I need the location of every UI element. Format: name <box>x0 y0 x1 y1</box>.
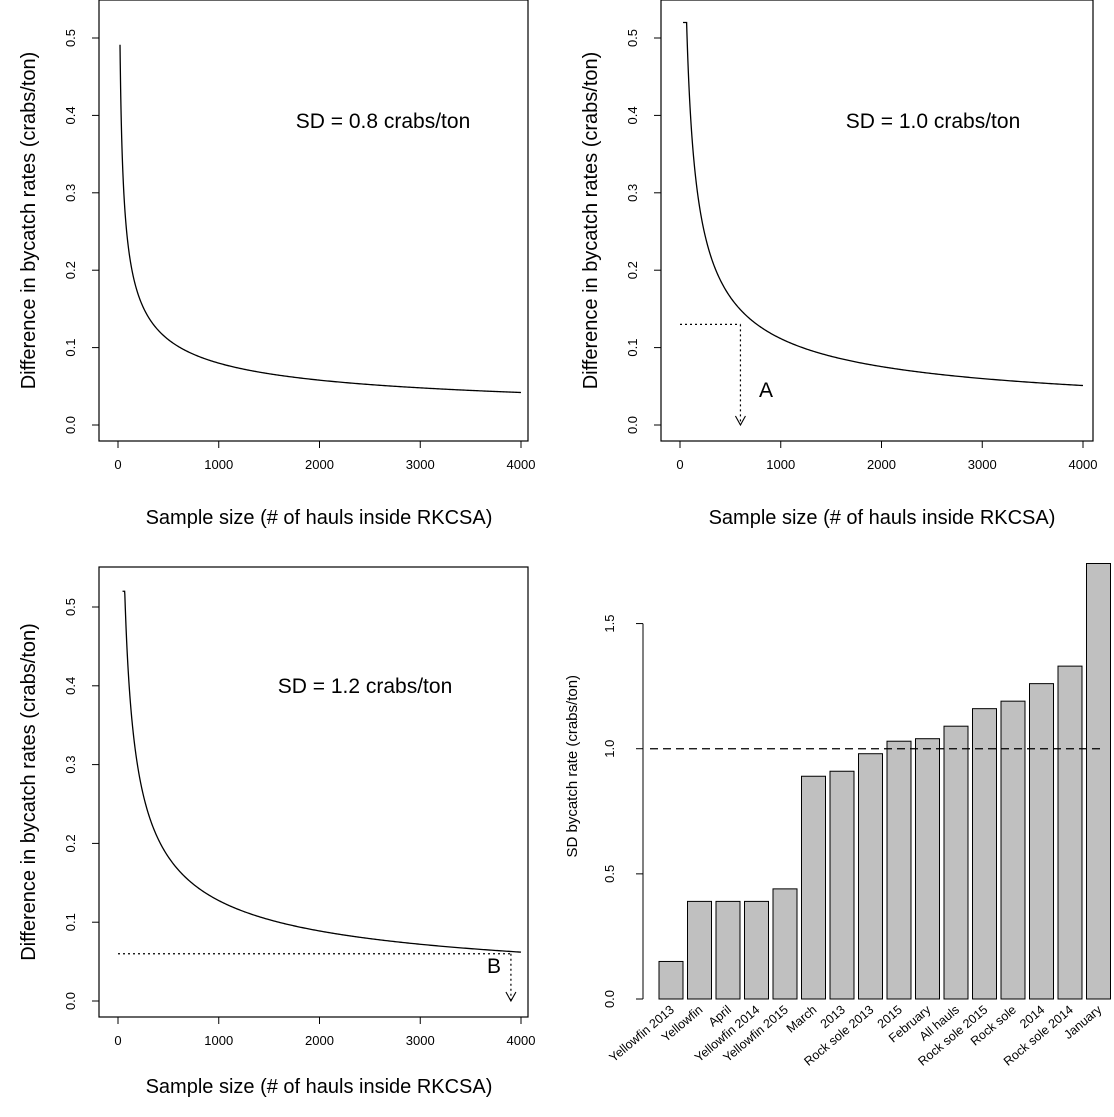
plot-frame <box>98 0 529 442</box>
bar <box>943 725 969 1000</box>
y-tick-label: 0.5 <box>602 865 617 883</box>
bar <box>886 740 912 1000</box>
arrow-head <box>734 415 746 427</box>
bar <box>1086 563 1111 1000</box>
x-tick-label: 0 <box>114 1033 121 1048</box>
y-tick-label: 0.0 <box>602 990 617 1008</box>
bar <box>772 888 798 1000</box>
bar <box>801 775 826 1000</box>
y-tick-label: 0.5 <box>625 29 640 47</box>
x-tick-label: 2000 <box>305 1033 334 1048</box>
x-tick-label: 2000 <box>305 457 334 472</box>
bar <box>1029 683 1054 1000</box>
y-tick-label: 0.1 <box>625 339 640 357</box>
y-tick-label: 0.5 <box>63 29 78 47</box>
x-tick-label: 4000 <box>507 457 536 472</box>
y-axis-title: SD bycatch rate (crabs/ton) <box>564 675 581 858</box>
bar <box>972 708 997 1000</box>
bar <box>715 900 741 1000</box>
line-chart-1: 0 1000 2000 3000 4000 0.0 0.1 0.2 0.3 0.4 0.5 Sampl… <box>18 0 535 529</box>
arrow-head <box>505 991 517 1003</box>
x-tick-label: 1000 <box>204 457 233 472</box>
y-tick-label: 0.2 <box>63 261 78 279</box>
y-axis-title: Difference in bycatch rates (crabs/ton) <box>18 623 40 961</box>
bar <box>915 738 940 1000</box>
bar <box>687 900 712 1000</box>
series-line <box>119 44 522 394</box>
bar <box>744 900 769 1000</box>
y-tick-label: 0.3 <box>63 184 78 202</box>
sd-annotation: SD = 1.0 crabs/ton <box>846 110 1021 133</box>
y-tick-label: 0.4 <box>625 106 640 124</box>
bar <box>658 960 684 1000</box>
y-axis-title: Difference in bycatch rates (crabs/ton) <box>580 52 602 390</box>
y-tick-label: 0.2 <box>63 834 78 852</box>
line-chart-2: 0 1000 2000 3000 4000 0.0 0.1 0.2 0.3 0.4 0.5 Sampl… <box>580 0 1097 529</box>
bar <box>1057 665 1083 1000</box>
y-tick-label: 0.2 <box>625 261 640 279</box>
y-tick-label: 0.0 <box>63 992 78 1010</box>
x-axis-title: Sample size (# of hauls inside RKCSA) <box>709 507 1056 529</box>
x-tick-label: 0 <box>114 457 121 472</box>
y-tick-label: 0.1 <box>63 339 78 357</box>
series-line <box>122 590 522 953</box>
bar <box>829 770 855 1000</box>
line-chart-3: 0 1000 2000 3000 4000 0.0 0.1 0.2 0.3 0.4 0.5 Sampl… <box>18 566 536 1098</box>
x-tick-label: 3000 <box>406 457 435 472</box>
y-tick-label: 0.0 <box>63 416 78 434</box>
y-tick-label: 1.0 <box>602 740 617 758</box>
category-label: March <box>784 1003 820 1036</box>
x-tick-label: 4000 <box>507 1033 536 1048</box>
sd-annotation: SD = 0.8 crabs/ton <box>296 110 471 133</box>
sd-annotation: SD = 1.2 crabs/ton <box>278 675 453 698</box>
y-tick-label: 0.0 <box>625 416 640 434</box>
y-tick-label: 0.4 <box>63 106 78 124</box>
x-tick-label: 3000 <box>406 1033 435 1048</box>
y-tick-label: 0.1 <box>63 913 78 931</box>
x-axis-title: Sample size (# of hauls inside RKCSA) <box>146 1076 493 1098</box>
x-tick-label: 3000 <box>968 457 997 472</box>
plot-frame <box>98 566 529 1018</box>
x-tick-label: 2000 <box>867 457 896 472</box>
bar <box>1000 700 1026 1000</box>
plot-frame <box>660 0 1094 442</box>
marker-label: A <box>759 379 773 402</box>
x-tick-label: 0 <box>676 457 683 472</box>
bar-chart: 0.00.51.01.5SD bycatch rate (crabs/ton)Y… <box>564 563 1111 1069</box>
y-tick-label: 0.4 <box>63 677 78 695</box>
y-tick-label: 0.3 <box>625 184 640 202</box>
marker-label: B <box>487 955 501 978</box>
x-tick-label: 1000 <box>766 457 795 472</box>
y-axis-title: Difference in bycatch rates (crabs/ton) <box>18 52 40 390</box>
series-line <box>683 21 1084 387</box>
x-axis-title: Sample size (# of hauls inside RKCSA) <box>146 507 493 529</box>
y-tick-label: 0.5 <box>63 598 78 616</box>
y-tick-label: 1.5 <box>602 615 617 633</box>
x-tick-label: 1000 <box>204 1033 233 1048</box>
y-tick-label: 0.3 <box>63 756 78 774</box>
x-tick-label: 4000 <box>1069 457 1098 472</box>
bar <box>858 753 883 1000</box>
